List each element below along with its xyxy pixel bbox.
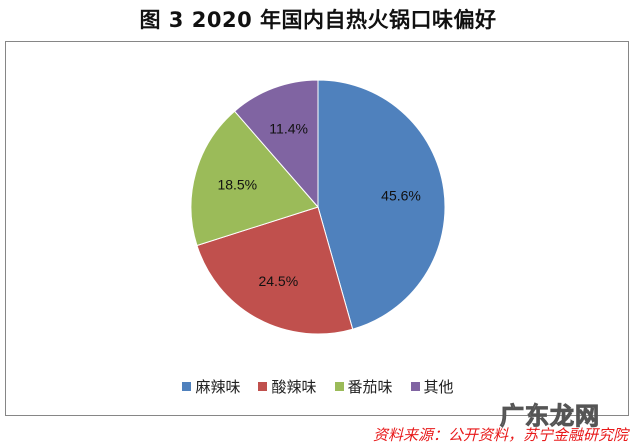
legend-label: 番茄味 xyxy=(347,378,393,396)
slice-label: 11.4% xyxy=(269,120,308,136)
legend-swatch xyxy=(334,382,344,391)
legend-label: 其他 xyxy=(423,378,454,396)
pie-slice-2 xyxy=(190,110,319,247)
slice-label: 45.6% xyxy=(381,187,421,203)
pie-slice-1 xyxy=(196,206,354,335)
legend: 麻辣味 酸辣味 番茄味 其他 xyxy=(0,376,636,397)
chart-frame xyxy=(5,41,629,416)
slice-label: 18.5% xyxy=(217,176,257,192)
legend-item-other: 其他 xyxy=(410,376,454,397)
watermark: 广东龙网 xyxy=(500,402,600,431)
legend-swatch xyxy=(258,382,268,391)
legend-swatch xyxy=(182,382,192,391)
pie-slice-0 xyxy=(317,79,446,330)
slice-label: 24.5% xyxy=(258,273,298,289)
legend-label: 麻辣味 xyxy=(195,378,241,396)
legend-item-suanla: 酸辣味 xyxy=(258,376,317,397)
chart-title: 图 3 2020 年国内自热火锅口味偏好 xyxy=(139,8,497,32)
source-note: 资料来源：公开资料，苏宁金融研究院 xyxy=(372,426,628,444)
legend-item-tomato: 番茄味 xyxy=(334,376,393,397)
pie-slice-3 xyxy=(233,79,319,209)
legend-item-mala: 麻辣味 xyxy=(182,376,240,397)
legend-label: 酸辣味 xyxy=(271,378,317,396)
legend-swatch xyxy=(410,382,420,391)
